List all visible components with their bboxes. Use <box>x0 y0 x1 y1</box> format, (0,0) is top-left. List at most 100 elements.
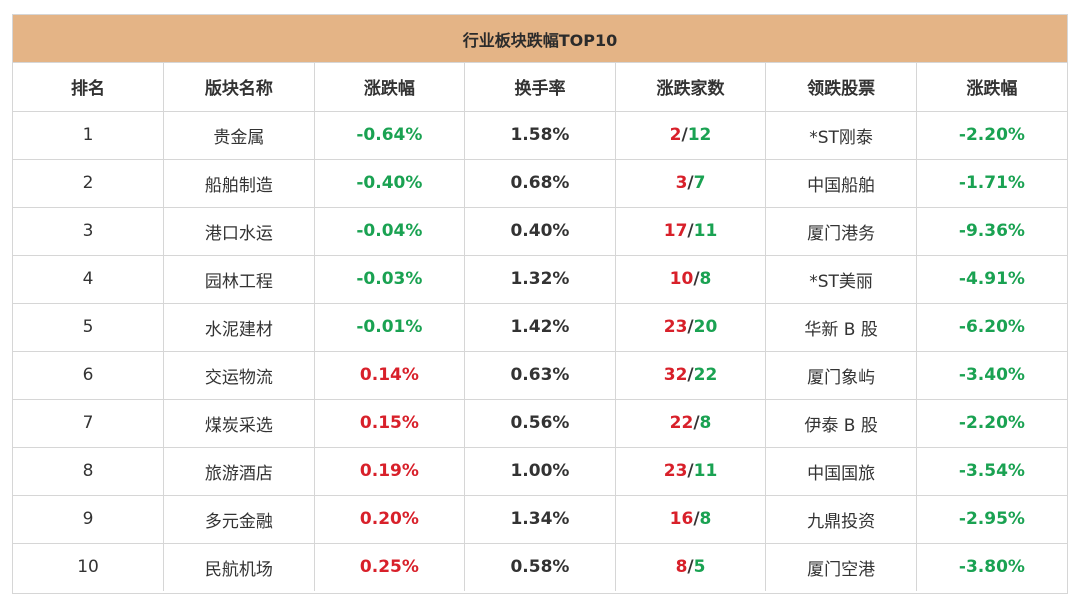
turnover-cell: 1.00% <box>464 447 616 496</box>
turnover-cell: 1.32% <box>464 255 616 304</box>
change-cell: 0.15% <box>314 399 466 448</box>
leading-stock-cell: 伊泰 B 股 <box>765 399 917 448</box>
sector-name-cell: 旅游酒店 <box>163 447 315 496</box>
change-cell: 0.25% <box>314 543 466 591</box>
change-cell: 0.20% <box>314 495 466 544</box>
down-count: 8 <box>699 509 712 529</box>
column-header-change: 涨跌幅 <box>314 63 466 112</box>
leading-stock-cell: 厦门港务 <box>765 207 917 256</box>
up-down-count-cell: 23/20 <box>615 303 767 352</box>
column-header-leading-stock: 领跌股票 <box>765 63 917 112</box>
down-count: 12 <box>687 125 712 145</box>
change-cell: 0.14% <box>314 351 466 400</box>
table-row: 10 民航机场 0.25% 0.58% 8/5 厦门空港 -3.80% <box>13 543 1067 591</box>
leading-stock-cell: *ST美丽 <box>765 255 917 304</box>
up-count: 16 <box>669 509 694 529</box>
column-header-turnover: 换手率 <box>464 63 616 112</box>
down-count: 11 <box>693 461 718 481</box>
sector-name-cell: 交运物流 <box>163 351 315 400</box>
down-count: 20 <box>693 317 718 337</box>
table-row: 4 园林工程 -0.03% 1.32% 10/8 *ST美丽 -4.91% <box>13 255 1067 304</box>
count-separator: / <box>687 557 694 578</box>
sector-decline-table: 行业板块跌幅TOP10 排名 版块名称 涨跌幅 换手率 涨跌家数 领跌股票 涨跌… <box>12 14 1068 594</box>
count-separator: / <box>693 509 700 529</box>
rank-cell: 1 <box>13 111 165 160</box>
change-cell: 0.19% <box>314 447 466 496</box>
count-separator: / <box>693 413 700 433</box>
up-down-count-cell: 3/7 <box>615 159 767 208</box>
count-separator: / <box>687 461 694 481</box>
table-row: 6 交运物流 0.14% 0.63% 32/22 厦门象屿 -3.40% <box>13 351 1067 400</box>
table-row: 3 港口水运 -0.04% 0.40% 17/11 厦门港务 -9.36% <box>13 207 1067 256</box>
turnover-cell: 0.40% <box>464 207 616 256</box>
up-count: 32 <box>663 365 688 385</box>
rank-cell: 4 <box>13 255 165 304</box>
sector-name-cell: 园林工程 <box>163 255 315 304</box>
leading-change-cell: -4.91% <box>916 255 1067 304</box>
table-row: 7 煤炭采选 0.15% 0.56% 22/8 伊泰 B 股 -2.20% <box>13 399 1067 448</box>
up-count: 23 <box>663 317 688 337</box>
turnover-cell: 1.58% <box>464 111 616 160</box>
rank-cell: 5 <box>13 303 165 352</box>
rank-cell: 8 <box>13 447 165 496</box>
turnover-cell: 0.63% <box>464 351 616 400</box>
down-count: 11 <box>693 221 718 241</box>
column-header-up-down-count: 涨跌家数 <box>615 63 767 112</box>
table-row: 8 旅游酒店 0.19% 1.00% 23/11 中国国旅 -3.54% <box>13 447 1067 496</box>
turnover-cell: 0.56% <box>464 399 616 448</box>
rank-cell: 9 <box>13 495 165 544</box>
count-separator: / <box>681 125 688 145</box>
up-down-count-cell: 22/8 <box>615 399 767 448</box>
sector-name-cell: 船舶制造 <box>163 159 315 208</box>
leading-change-cell: -2.20% <box>916 111 1067 160</box>
change-cell: -0.04% <box>314 207 466 256</box>
up-down-count-cell: 16/8 <box>615 495 767 544</box>
header-row: 排名 版块名称 涨跌幅 换手率 涨跌家数 领跌股票 涨跌幅 <box>13 63 1067 112</box>
turnover-cell: 1.34% <box>464 495 616 544</box>
leading-stock-cell: 中国船舶 <box>765 159 917 208</box>
turnover-cell: 0.58% <box>464 543 616 591</box>
leading-stock-cell: 厦门象屿 <box>765 351 917 400</box>
leading-change-cell: -2.20% <box>916 399 1067 448</box>
up-count: 22 <box>669 413 694 433</box>
up-count: 17 <box>663 221 688 241</box>
up-down-count-cell: 17/11 <box>615 207 767 256</box>
column-header-leading-change: 涨跌幅 <box>916 63 1067 112</box>
count-separator: / <box>687 317 694 337</box>
up-down-count-cell: 23/11 <box>615 447 767 496</box>
leading-change-cell: -1.71% <box>916 159 1067 208</box>
down-count: 7 <box>693 173 706 193</box>
rank-cell: 6 <box>13 351 165 400</box>
leading-change-cell: -6.20% <box>916 303 1067 352</box>
leading-stock-cell: 厦门空港 <box>765 543 917 591</box>
up-count: 8 <box>675 557 688 578</box>
leading-change-cell: -3.54% <box>916 447 1067 496</box>
change-cell: -0.03% <box>314 255 466 304</box>
count-separator: / <box>687 365 694 385</box>
sector-name-cell: 水泥建材 <box>163 303 315 352</box>
leading-change-cell: -9.36% <box>916 207 1067 256</box>
leading-change-cell: -3.40% <box>916 351 1067 400</box>
change-cell: -0.40% <box>314 159 466 208</box>
up-down-count-cell: 10/8 <box>615 255 767 304</box>
sector-name-cell: 民航机场 <box>163 543 315 591</box>
table-row: 9 多元金融 0.20% 1.34% 16/8 九鼎投资 -2.95% <box>13 495 1067 544</box>
table-row: 1 贵金属 -0.64% 1.58% 2/12 *ST刚泰 -2.20% <box>13 111 1067 160</box>
down-count: 5 <box>693 557 706 578</box>
leading-stock-cell: 九鼎投资 <box>765 495 917 544</box>
column-header-sector: 版块名称 <box>163 63 315 112</box>
down-count: 8 <box>699 269 712 289</box>
up-down-count-cell: 32/22 <box>615 351 767 400</box>
column-header-rank: 排名 <box>13 63 165 112</box>
leading-change-cell: -3.80% <box>958 557 1025 578</box>
down-count: 8 <box>699 413 712 433</box>
sector-name-cell: 多元金融 <box>163 495 315 544</box>
change-cell: -0.01% <box>314 303 466 352</box>
data-table: 排名 版块名称 涨跌幅 换手率 涨跌家数 领跌股票 涨跌幅 1 贵金属 -0.64%… <box>13 63 1067 591</box>
rank-cell: 3 <box>13 207 165 256</box>
change-cell: -0.64% <box>314 111 466 160</box>
count-separator: / <box>687 221 694 241</box>
turnover-cell: 1.42% <box>464 303 616 352</box>
count-separator: / <box>687 173 694 193</box>
leading-change-cell: -2.95% <box>916 495 1067 544</box>
